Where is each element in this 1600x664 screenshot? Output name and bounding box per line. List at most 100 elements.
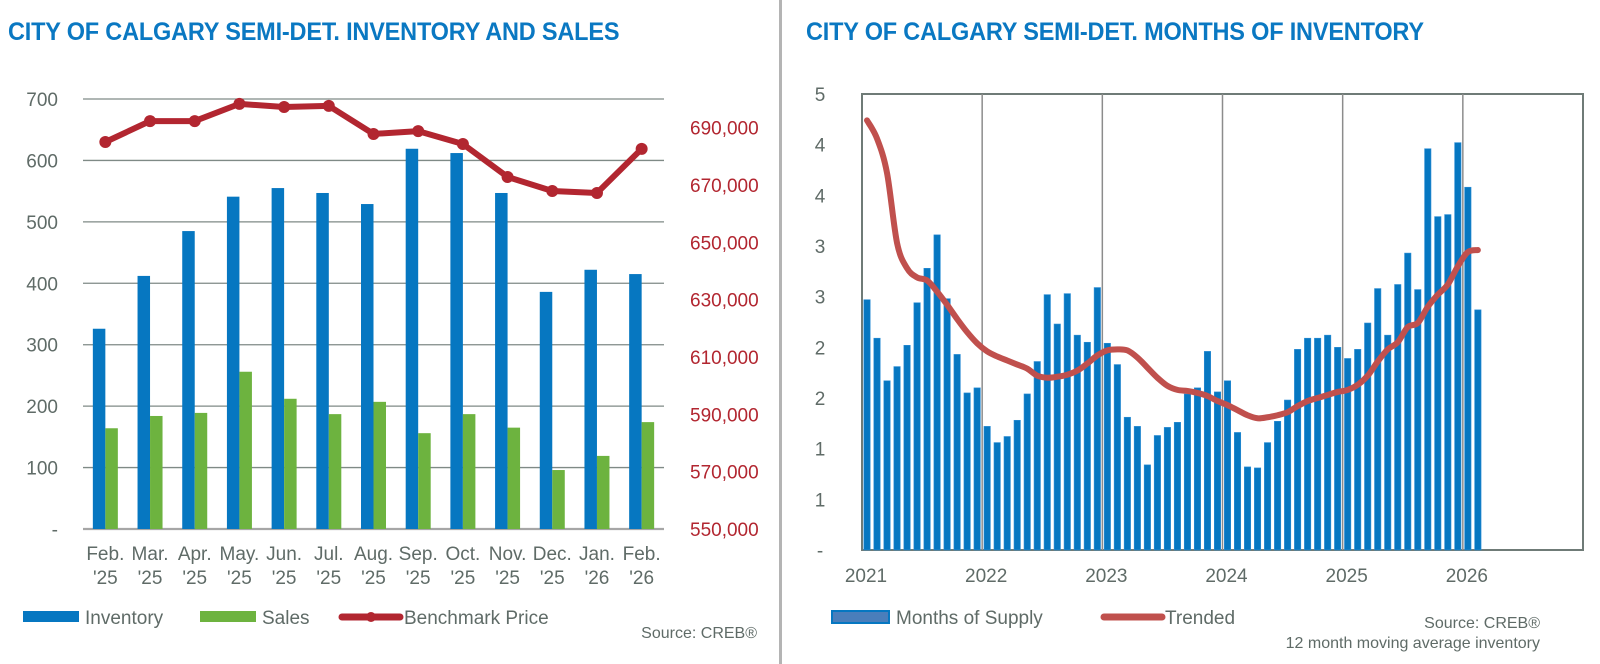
months-of-supply-bar <box>893 366 901 551</box>
x-tick-label-year: '25 <box>451 568 476 589</box>
legend-marker-benchmark-price <box>366 612 376 622</box>
months-of-supply-bar <box>1133 426 1141 551</box>
inventory-bar <box>226 196 240 529</box>
inventory-bar <box>271 188 285 530</box>
x-tick-label-year: '25 <box>272 568 297 589</box>
benchmark-price-point <box>278 101 291 114</box>
left-axis-tick-label: - <box>52 520 58 541</box>
months-of-supply-bar <box>1434 216 1442 551</box>
y-axis-tick-label: 1 <box>815 490 826 511</box>
left-axis-tick-label: 500 <box>26 213 58 234</box>
x-axis-tick-label: 2024 <box>1205 566 1248 587</box>
x-axis-tick-label: 2022 <box>965 566 1007 587</box>
x-tick-label-month: Nov. <box>489 544 527 565</box>
months-of-supply-bar <box>1213 391 1221 551</box>
months-of-supply-bar <box>1123 416 1131 551</box>
months-of-supply-bar <box>1143 464 1151 551</box>
months-of-supply-bar <box>1274 421 1282 551</box>
months-of-supply-bar <box>1183 393 1191 551</box>
months-of-supply-bar <box>1314 337 1322 551</box>
right-axis-tick-label: 650,000 <box>690 233 759 254</box>
months-of-supply-bar <box>913 302 921 551</box>
left-axis-tick-label: 200 <box>26 397 58 418</box>
x-tick-label-year: '25 <box>93 568 118 589</box>
benchmark-price-point <box>412 125 425 138</box>
x-tick-label-month: Sep. <box>399 544 438 565</box>
y-axis-tick-label: 4 <box>815 136 826 157</box>
left-axis-tick-label: 100 <box>26 459 58 480</box>
x-axis-tick-label: 2023 <box>1085 566 1127 587</box>
x-tick-label-month: Feb. <box>86 544 124 565</box>
months-of-supply-bar <box>1284 399 1292 551</box>
legend-label-months-of-supply: Months of Supply <box>896 608 1043 629</box>
x-tick-label-month: May. <box>220 544 260 565</box>
months-of-supply-bar <box>1344 358 1352 551</box>
months-of-supply-bar <box>1093 287 1101 551</box>
x-tick-label-year: '26 <box>585 568 610 589</box>
months-of-supply-bar <box>1414 289 1422 551</box>
months-of-supply-bar <box>1103 342 1111 551</box>
x-tick-label-year: '25 <box>182 568 207 589</box>
months-of-supply-bar <box>1404 252 1412 551</box>
inventory-bar <box>584 269 597 529</box>
right-axis-tick-label: 690,000 <box>690 119 759 140</box>
benchmark-price-point <box>322 99 335 112</box>
inventory-sales-chart: - 100 200 300 400 500 600 700 550,000 570,000 590… <box>23 90 759 642</box>
y-axis-tick-label: 5 <box>815 85 826 106</box>
x-tick-label-year: '26 <box>629 568 654 589</box>
months-of-supply-bar <box>1083 341 1091 551</box>
x-tick-label-month: Feb. <box>623 544 661 565</box>
months-of-supply-bar <box>1043 294 1051 551</box>
x-axis-tick-label: 2026 <box>1446 566 1488 587</box>
months-of-supply-bar <box>1013 419 1021 551</box>
left-axis-tick-label: 400 <box>26 274 58 295</box>
x-tick-label-year: '25 <box>227 568 252 589</box>
months-of-supply-bar <box>923 267 931 551</box>
months-of-supply-bar <box>1324 334 1332 551</box>
inventory-bar <box>182 231 195 530</box>
months-of-supply-bar <box>1153 435 1161 551</box>
x-tick-label-year: '25 <box>540 568 565 589</box>
months-of-supply-bar <box>1364 322 1372 551</box>
sales-bar <box>552 470 565 529</box>
right-axis-tick-label: 610,000 <box>690 348 759 369</box>
months-of-supply-bar <box>1254 467 1262 551</box>
y-axis-tick-label: 4 <box>815 186 826 207</box>
x-tick-label-year: '25 <box>406 568 431 589</box>
benchmark-price-point <box>233 97 246 110</box>
months-of-supply-bar <box>1224 380 1232 551</box>
sales-bar <box>596 455 610 529</box>
months-of-supply-bar <box>1113 364 1121 551</box>
x-tick-label-year: '25 <box>361 568 386 589</box>
legend-swatch-months-of-supply <box>831 610 890 624</box>
inventory-bar <box>137 275 151 529</box>
months-of-supply-bar <box>953 354 961 551</box>
months-of-supply-bar <box>1073 334 1081 551</box>
right-axis-tick-label: 630,000 <box>690 291 759 312</box>
months-of-supply-bar <box>1023 393 1031 551</box>
sales-bar <box>641 422 655 529</box>
legend-label-trended: Trended <box>1165 608 1235 629</box>
legend-label-benchmark-price: Benchmark Price <box>404 608 549 629</box>
inventory-bar <box>450 153 463 530</box>
months-of-supply-bar <box>883 380 891 551</box>
benchmark-price-point <box>456 138 469 151</box>
x-tick-label-month: Jul. <box>314 544 344 565</box>
x-tick-label-month: Apr. <box>178 544 212 565</box>
months-of-supply-bar <box>1193 387 1201 551</box>
months-of-supply-bar <box>1474 309 1482 551</box>
source-note: Source: CREB® <box>641 625 757 642</box>
y-axis-tick-label: 3 <box>815 288 826 309</box>
benchmark-price-point <box>546 185 559 198</box>
sales-bar <box>373 401 386 529</box>
months-of-supply-bar <box>1264 442 1272 551</box>
months-of-supply-bar <box>1053 323 1061 551</box>
benchmark-price-point <box>501 170 514 183</box>
months-of-supply-bar <box>1444 214 1452 551</box>
months-of-supply-bar <box>1394 284 1402 551</box>
right-axis-tick-label: 570,000 <box>690 463 759 484</box>
sales-bar <box>328 414 342 529</box>
inventory-bar <box>495 192 508 529</box>
left-axis-tick-label: 300 <box>26 336 58 357</box>
x-tick-label-year: '25 <box>138 568 163 589</box>
